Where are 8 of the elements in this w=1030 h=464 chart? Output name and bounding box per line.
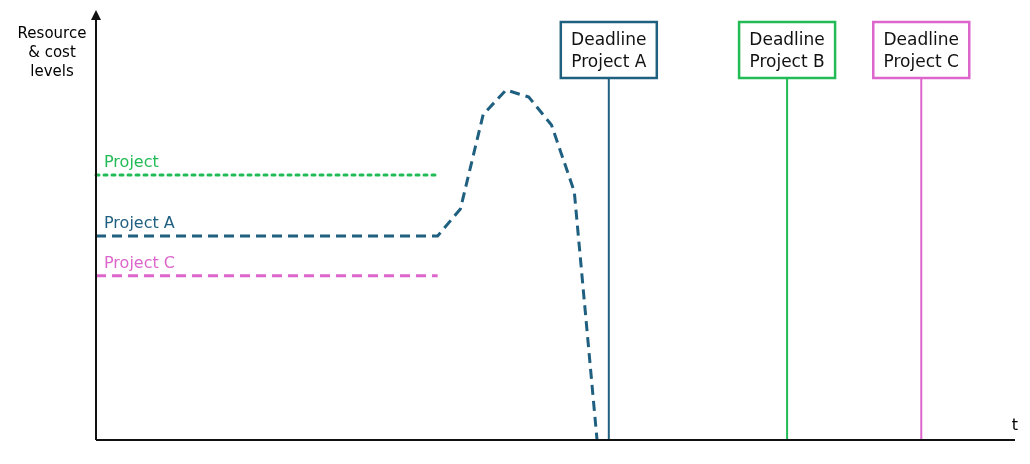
- x-axis-title: t: [1011, 415, 1019, 434]
- series-label: Project: [104, 152, 159, 172]
- series-label: Project C: [104, 252, 175, 272]
- y-axis-title: Resource & cost levels: [17, 24, 87, 80]
- text: Deadline Project B: [749, 29, 825, 71]
- series-label: Project A: [104, 212, 175, 232]
- text: Deadline Project C: [883, 29, 959, 71]
- text: Deadline Project A: [571, 29, 647, 71]
